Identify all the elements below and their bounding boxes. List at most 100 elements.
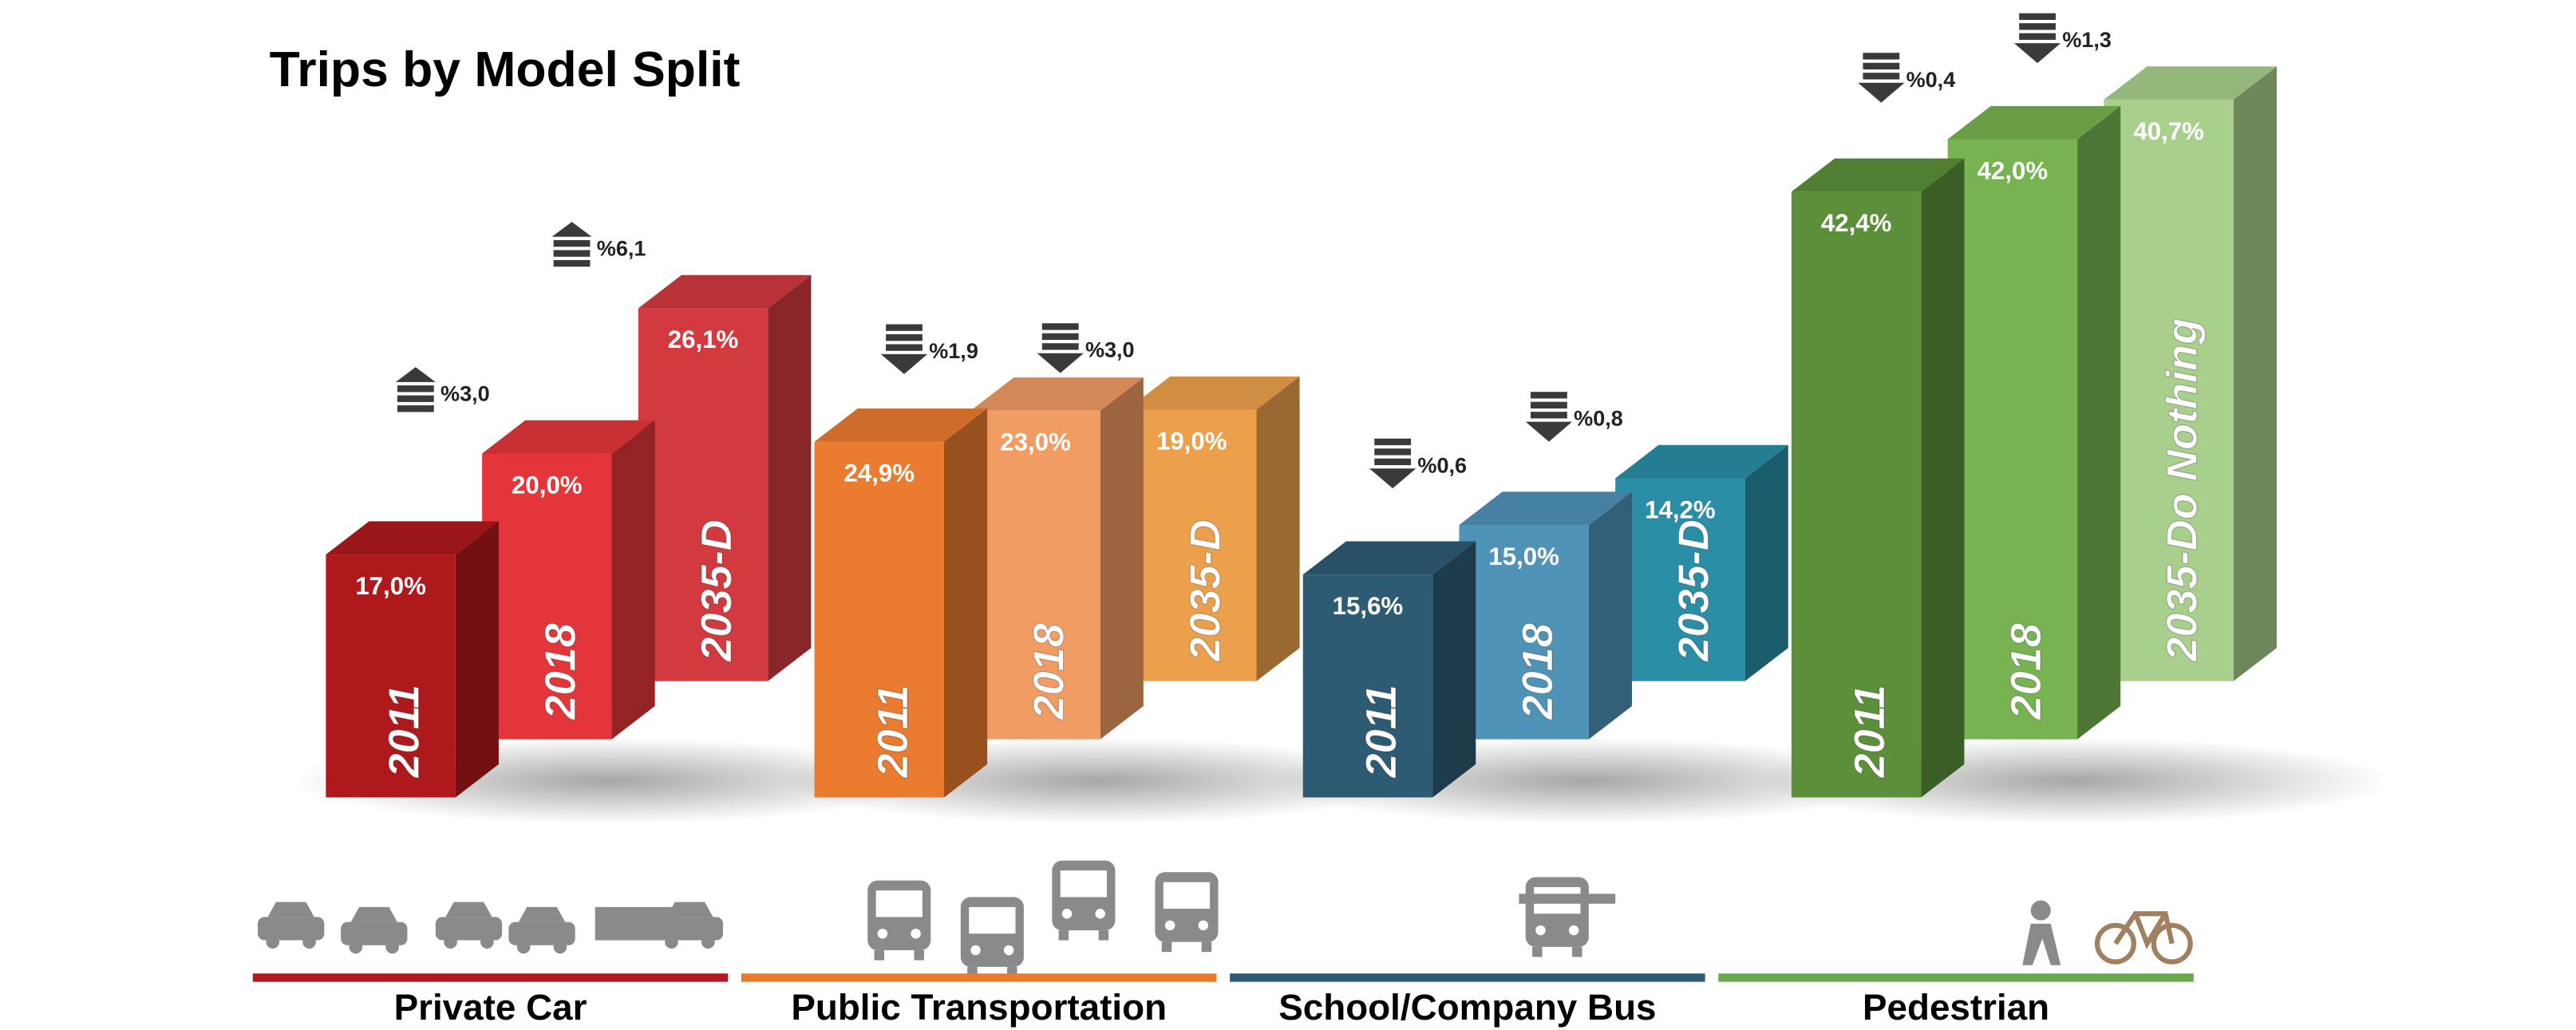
value-label: 15,6% xyxy=(1333,592,1404,620)
arrow-bar xyxy=(1531,401,1567,408)
arrow-bar xyxy=(1531,392,1567,399)
arrow-head xyxy=(1858,82,1905,103)
bar-label: 2018 xyxy=(2002,622,2050,720)
bar-side xyxy=(611,420,655,740)
bar xyxy=(326,554,456,798)
bar-label: 2011 xyxy=(869,685,917,778)
arrow-bar xyxy=(397,395,434,402)
arrow-head xyxy=(1037,353,1084,373)
arrow-head xyxy=(2013,43,2061,64)
value-label: 26,1% xyxy=(668,326,739,353)
change-icon xyxy=(1525,392,1573,442)
category-underline xyxy=(1718,973,2194,982)
change-icon xyxy=(551,222,592,267)
value-label: 15,0% xyxy=(1488,543,1559,570)
arrow-bar xyxy=(2019,33,2056,40)
category-label: Public Transportation xyxy=(791,987,1167,1028)
bar xyxy=(1615,478,1745,681)
arrow-head xyxy=(1369,468,1416,489)
arrow-bar xyxy=(397,405,434,412)
bar-side xyxy=(1100,377,1144,740)
bar-side xyxy=(1432,541,1476,798)
bar-label: 2011 xyxy=(1357,685,1405,778)
bar-label: 2035-D xyxy=(1670,519,1718,662)
change-icon xyxy=(1858,53,1905,103)
value-label: 14,2% xyxy=(1645,495,1716,523)
bar-side xyxy=(2233,66,2277,681)
value-label: 42,4% xyxy=(1821,209,1892,237)
bar-side xyxy=(1921,158,1965,798)
arrow-bar xyxy=(1863,73,1900,80)
arrow-bar xyxy=(553,259,591,267)
value-label: 17,0% xyxy=(355,572,426,600)
change-label: %3,0 xyxy=(1085,338,1135,362)
bar-label: 2011 xyxy=(381,685,429,778)
value-label: 42,0% xyxy=(1977,156,2049,184)
bar-top xyxy=(1791,158,1965,192)
bar-side xyxy=(455,521,499,798)
bar-label: 2035-D xyxy=(693,519,741,662)
change-icon xyxy=(1369,438,1416,489)
arrow-head xyxy=(1525,421,1573,442)
change-icon xyxy=(2013,13,2061,64)
bar-top xyxy=(1459,491,1633,525)
bar-label: 2011 xyxy=(1846,685,1894,778)
arrow-bar xyxy=(2019,13,2056,20)
arrow-bar xyxy=(1041,333,1079,341)
bar xyxy=(638,308,768,681)
bar-top xyxy=(1615,444,1788,479)
bar-side xyxy=(1256,376,1300,681)
value-label: 24,9% xyxy=(844,459,915,487)
arrow-bar xyxy=(886,344,923,351)
value-label: 19,0% xyxy=(1156,427,1227,455)
bar xyxy=(1302,574,1433,798)
bar-side xyxy=(1744,444,1788,681)
bar-top xyxy=(1302,541,1476,575)
change-label: %0,8 xyxy=(1574,407,1623,431)
bar-label: 2018 xyxy=(1514,622,1562,720)
category-underline xyxy=(741,973,1217,982)
arrow-bar xyxy=(553,250,591,257)
bar-top xyxy=(638,274,812,309)
bar xyxy=(970,410,1100,740)
bar xyxy=(2104,99,2234,681)
bar-top xyxy=(326,521,499,555)
arrow-bar xyxy=(553,239,591,247)
category-label: Private Car xyxy=(394,987,587,1028)
chart-title: Trips by Model Split xyxy=(270,41,741,97)
arrow-bar xyxy=(1374,458,1412,466)
bar xyxy=(1459,524,1589,740)
change-icon xyxy=(395,367,436,412)
bar-top xyxy=(482,420,655,454)
bar-top xyxy=(2104,66,2277,100)
category-label: School/Company Bus xyxy=(1278,987,1656,1028)
bar-top xyxy=(814,408,988,442)
arrow-bar xyxy=(1041,323,1079,330)
arrow-bar xyxy=(886,333,923,341)
arrow-bar xyxy=(1041,343,1079,350)
change-label: %1,3 xyxy=(2062,28,2112,52)
bar-top xyxy=(1127,376,1300,410)
arrow-bar xyxy=(1531,412,1567,419)
category-label: Pedestrian xyxy=(1863,987,2049,1028)
value-label: 23,0% xyxy=(1000,428,1071,456)
arrow-bar xyxy=(886,324,923,331)
bar xyxy=(1127,409,1257,681)
change-icon xyxy=(1037,323,1084,373)
change-label: %1,9 xyxy=(929,339,978,363)
change-label: %0,4 xyxy=(1906,68,1956,92)
bar-top xyxy=(970,377,1144,411)
bar-label: 2035-Do Nothing xyxy=(2159,318,2207,662)
bar xyxy=(482,453,612,740)
bar-label: 2018 xyxy=(1025,622,1073,720)
arrow-bar xyxy=(2019,23,2056,30)
bar-side xyxy=(943,408,988,798)
mode-icons xyxy=(258,860,2193,977)
change-icon xyxy=(880,324,928,374)
bar xyxy=(814,441,944,798)
bar xyxy=(1791,191,1922,798)
bar-label: 2035-D xyxy=(1181,519,1229,662)
arrow-bar xyxy=(1863,53,1900,60)
bar-side xyxy=(2077,105,2121,740)
